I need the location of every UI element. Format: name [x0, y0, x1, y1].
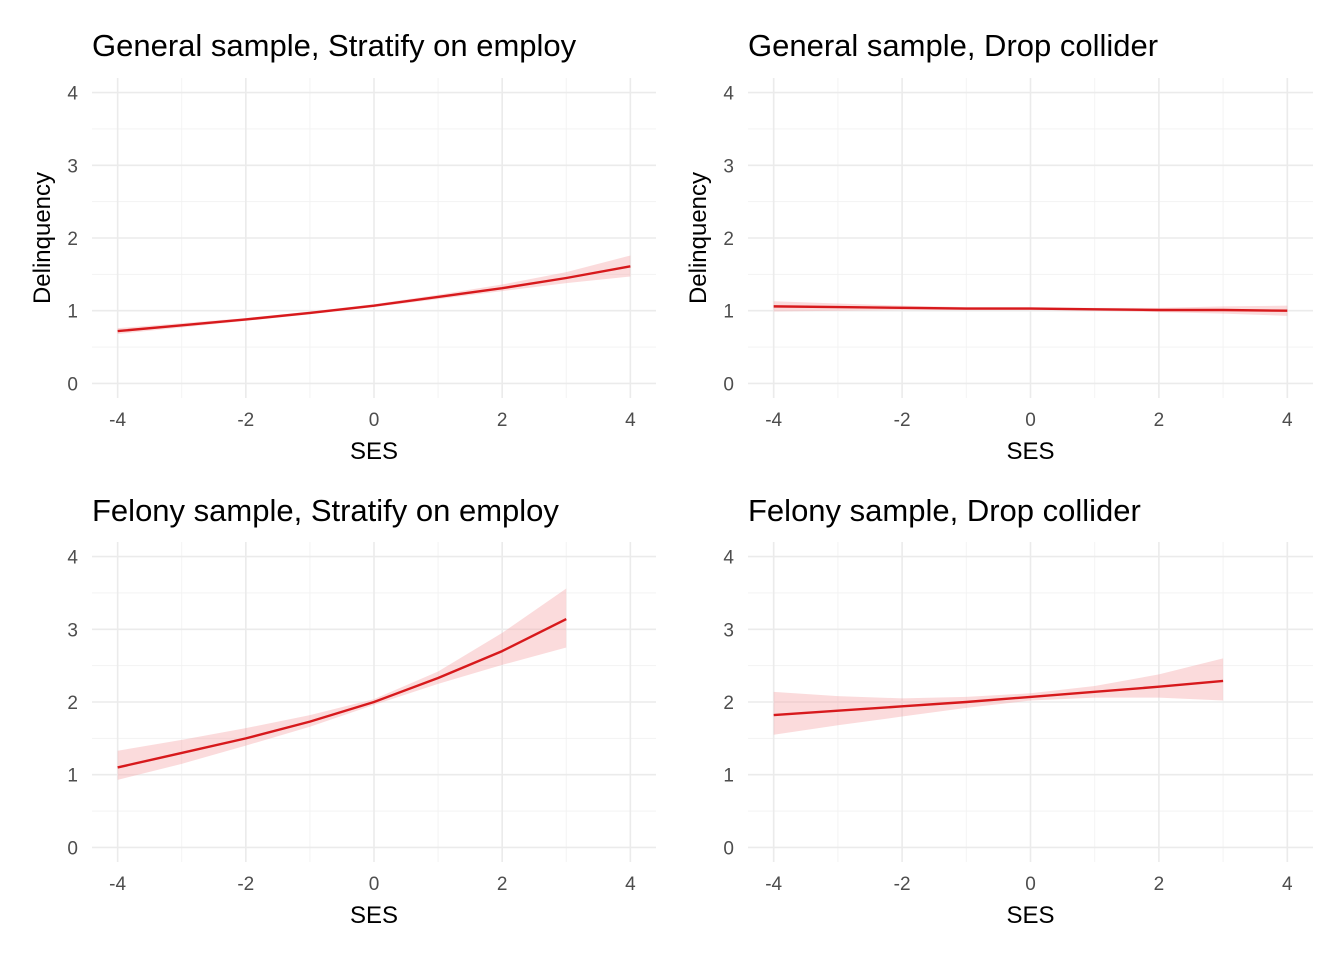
x-tick-label: 4 — [625, 874, 636, 895]
y-tick-label: 0 — [723, 374, 734, 395]
chart-panel-4: -4 -2 0 2 4 0 1 2 3 4 Felony sample, Drop collider… — [723, 493, 1313, 929]
chart-panel-3: -4 -2 0 2 4 0 1 2 3 4 Felony sample, Stratify on e… — [67, 493, 656, 929]
y-tick-label: 1 — [723, 766, 734, 787]
fitted-line — [773, 679, 1224, 717]
x-tick-label: -2 — [237, 410, 254, 431]
chart-title: General sample, Drop collider — [748, 28, 1158, 63]
fitted-line — [117, 618, 567, 769]
x-tick-label: -4 — [109, 874, 126, 895]
fitted-line — [117, 265, 631, 333]
y-tick-label: 0 — [67, 374, 78, 395]
chart-title: Felony sample, Drop collider — [748, 493, 1141, 528]
y-tick-label: 0 — [67, 838, 78, 859]
x-tick-label: 2 — [497, 874, 508, 895]
y-tick-label: 3 — [723, 620, 734, 641]
y-tick-label: 2 — [67, 693, 78, 714]
x-tick-label: 2 — [497, 410, 508, 431]
y-tick-label: 4 — [723, 548, 734, 569]
chart-panel-2: -4 -2 0 2 4 0 1 2 3 4 General sample, Drop collide… — [685, 28, 1313, 465]
y-axis-label: Delinquency — [685, 172, 712, 304]
chart-title: General sample, Stratify on employ — [92, 28, 577, 63]
x-tick-label: 0 — [1025, 874, 1036, 895]
confidence-band — [773, 658, 1224, 735]
y-tick-label: 0 — [723, 838, 734, 859]
x-axis-label: SES — [350, 438, 398, 465]
x-tick-label: 0 — [1025, 410, 1036, 431]
x-tick-label: 0 — [369, 874, 380, 895]
y-tick-label: 2 — [723, 229, 734, 250]
y-tick-label: 3 — [723, 156, 734, 177]
x-tick-label: -2 — [894, 410, 911, 431]
y-tick-label: 1 — [67, 302, 78, 323]
x-axis-label: SES — [350, 902, 398, 929]
x-axis-label: SES — [1006, 902, 1054, 929]
x-tick-label: 4 — [1282, 874, 1293, 895]
y-tick-label: 3 — [67, 156, 78, 177]
x-tick-label: -2 — [894, 874, 911, 895]
x-tick-label: 2 — [1154, 874, 1165, 895]
y-tick-label: 2 — [67, 229, 78, 250]
chart-panel-1: -4 -2 0 2 4 0 1 2 3 4 General sample, Stratify on … — [29, 28, 656, 465]
x-tick-label: 0 — [369, 410, 380, 431]
x-tick-label: -2 — [237, 874, 254, 895]
y-tick-label: 4 — [67, 548, 78, 569]
x-tick-label: 4 — [1282, 410, 1293, 431]
fitted-line — [773, 305, 1288, 312]
x-tick-label: -4 — [109, 410, 126, 431]
y-tick-label: 1 — [723, 302, 734, 323]
x-tick-label: 2 — [1154, 410, 1165, 431]
chart-title: Felony sample, Stratify on employ — [92, 493, 559, 528]
y-tick-label: 1 — [67, 766, 78, 787]
x-tick-label: -4 — [765, 874, 782, 895]
y-tick-label: 3 — [67, 620, 78, 641]
x-axis-label: SES — [1006, 438, 1054, 465]
x-tick-label: 4 — [625, 410, 636, 431]
confidence-band — [117, 588, 567, 780]
y-tick-label: 4 — [723, 84, 734, 105]
y-axis-label: Delinquency — [29, 172, 56, 304]
y-tick-label: 2 — [723, 693, 734, 714]
y-tick-label: 4 — [67, 84, 78, 105]
x-tick-label: -4 — [765, 410, 782, 431]
